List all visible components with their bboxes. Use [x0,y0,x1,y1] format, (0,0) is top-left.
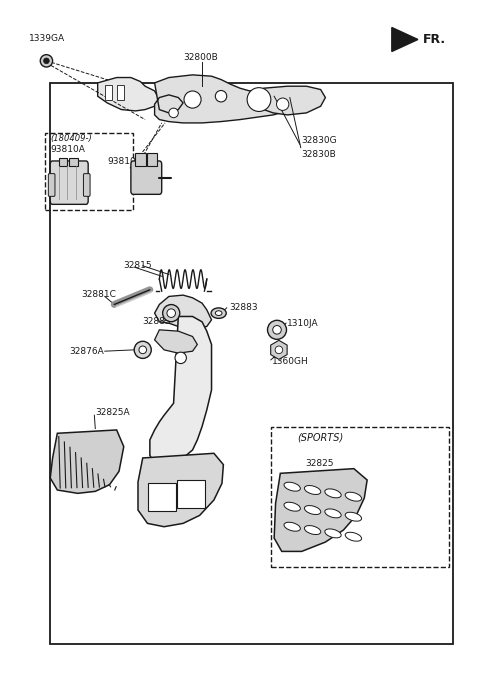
Text: 32883: 32883 [143,317,171,326]
Ellipse shape [247,87,271,112]
FancyBboxPatch shape [178,480,205,508]
Polygon shape [274,468,367,551]
Ellipse shape [284,482,300,491]
Ellipse shape [184,91,201,108]
Polygon shape [155,330,197,353]
Text: 32800B: 32800B [183,53,218,62]
Ellipse shape [40,55,53,67]
Ellipse shape [275,346,283,353]
Ellipse shape [304,526,321,534]
Ellipse shape [139,346,146,353]
Text: 32830B: 32830B [301,150,336,159]
Polygon shape [138,454,223,527]
Ellipse shape [175,352,186,363]
Text: 32825A: 32825A [96,408,130,417]
Polygon shape [155,75,297,123]
Polygon shape [271,341,287,359]
Ellipse shape [273,326,281,334]
Ellipse shape [169,108,179,118]
Ellipse shape [216,311,222,316]
Polygon shape [150,316,212,466]
Text: (180409-): (180409-) [50,135,92,143]
Ellipse shape [44,58,49,64]
FancyBboxPatch shape [148,483,176,511]
FancyBboxPatch shape [146,153,157,166]
Ellipse shape [325,509,341,518]
Text: 1339GA: 1339GA [29,34,65,42]
FancyBboxPatch shape [131,161,162,194]
Polygon shape [254,86,325,115]
Text: 1360GH: 1360GH [272,357,309,366]
Bar [69,157,78,166]
Ellipse shape [167,309,176,318]
Ellipse shape [325,489,341,498]
Text: 32825: 32825 [305,459,334,468]
FancyBboxPatch shape [84,174,90,197]
FancyBboxPatch shape [50,161,88,205]
Ellipse shape [216,90,227,102]
Polygon shape [155,295,212,328]
Ellipse shape [284,502,300,511]
Text: 32881C: 32881C [81,290,116,299]
Ellipse shape [276,98,289,110]
Text: 32830G: 32830G [301,137,337,145]
Ellipse shape [304,505,321,514]
Text: FR.: FR. [423,33,446,46]
Ellipse shape [345,492,361,501]
Polygon shape [50,430,124,493]
Ellipse shape [345,512,361,521]
Bar [59,157,67,166]
Text: 32876A: 32876A [69,347,104,356]
Text: 32815: 32815 [124,261,152,271]
Ellipse shape [284,522,300,531]
Text: 32883: 32883 [229,304,258,312]
Ellipse shape [211,308,226,318]
FancyBboxPatch shape [135,153,145,166]
Bar [105,85,112,100]
Ellipse shape [325,529,341,538]
Polygon shape [392,28,418,52]
FancyBboxPatch shape [48,174,55,197]
Bar [117,85,124,100]
Ellipse shape [134,341,151,359]
Text: 93810: 93810 [107,157,136,166]
Text: 93810A: 93810A [50,145,85,154]
Ellipse shape [267,320,287,339]
Bar [50,83,454,643]
Ellipse shape [345,532,361,541]
Ellipse shape [304,485,321,495]
Text: 1310JA: 1310JA [288,318,319,328]
Text: (SPORTS): (SPORTS) [297,433,343,443]
Polygon shape [97,77,159,111]
Ellipse shape [163,305,180,322]
